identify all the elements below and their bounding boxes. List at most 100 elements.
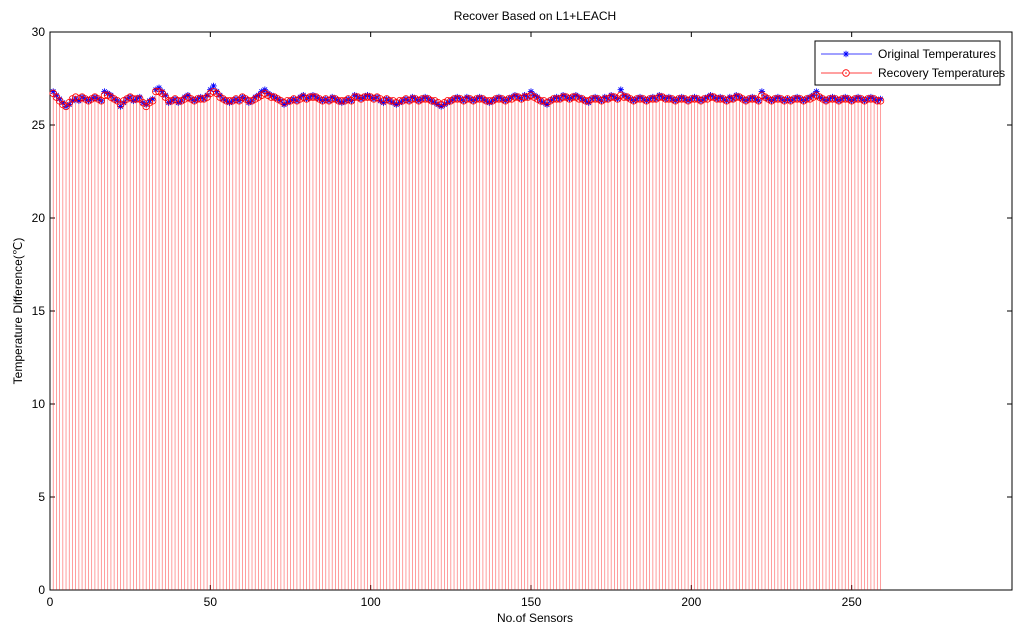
plot-area: 0 5 10 15 20 25 30 0 50 100 150 200 250 bbox=[32, 25, 1013, 609]
recovery-point-center bbox=[834, 98, 837, 100]
original-point bbox=[120, 99, 127, 106]
recovery-point-center bbox=[799, 98, 802, 100]
recovery-point-center bbox=[312, 96, 314, 98]
original-point bbox=[143, 101, 150, 108]
original-point bbox=[351, 92, 358, 99]
recovery-point-center bbox=[392, 100, 394, 102]
recovery-point-center bbox=[786, 98, 789, 100]
recovery-point-center bbox=[421, 98, 423, 100]
recovery-point-center bbox=[273, 96, 276, 98]
recovery-point-center bbox=[341, 100, 343, 102]
original-point bbox=[758, 88, 766, 95]
recovery-point-center bbox=[177, 100, 180, 102]
recovery-point-center bbox=[241, 96, 244, 98]
recovery-point-center bbox=[395, 101, 398, 104]
recovery-point-center bbox=[523, 96, 526, 98]
original-point bbox=[527, 88, 535, 95]
recovery-point-center bbox=[639, 98, 641, 100]
original-point bbox=[486, 99, 493, 106]
recovery-point-center bbox=[292, 98, 295, 100]
recovery-point-center bbox=[719, 98, 721, 100]
recovery-point-center bbox=[132, 98, 135, 100]
recovery-point-center bbox=[594, 98, 596, 100]
recovery-point-center bbox=[722, 98, 725, 100]
recovery-stems bbox=[52, 91, 881, 590]
recovery-point-center bbox=[328, 100, 330, 102]
original-point bbox=[553, 93, 560, 101]
original-point bbox=[665, 93, 673, 101]
original-point bbox=[245, 99, 253, 106]
original-point bbox=[309, 92, 317, 99]
recovery-point-center bbox=[770, 100, 773, 102]
recovery-point-center bbox=[472, 100, 475, 102]
recovery-point-center bbox=[738, 96, 741, 98]
recovery-point-center bbox=[286, 100, 289, 102]
recovery-point-center bbox=[805, 98, 808, 100]
original-point bbox=[559, 92, 567, 99]
recovery-point-center bbox=[244, 98, 247, 100]
recovery-point-center bbox=[648, 98, 651, 100]
recovery-point-center bbox=[151, 100, 154, 102]
recovery-point-center bbox=[110, 96, 112, 98]
original-point bbox=[165, 99, 172, 106]
recovery-point-center bbox=[629, 98, 632, 100]
recovery-point-center bbox=[434, 100, 436, 102]
recovery-point-center bbox=[623, 96, 625, 98]
recovery-point-center bbox=[668, 98, 670, 100]
recovery-point-center bbox=[802, 100, 805, 102]
recovery-point-center bbox=[696, 98, 699, 100]
recovery-point-center bbox=[142, 101, 144, 104]
original-point bbox=[454, 93, 461, 101]
recovery-point-center bbox=[748, 98, 750, 100]
recovery-point-center bbox=[745, 100, 747, 102]
original-point bbox=[75, 97, 83, 105]
recovery-point-center bbox=[276, 98, 279, 100]
recovery-point-center bbox=[87, 100, 90, 102]
recovery-point-center bbox=[100, 100, 103, 102]
original-point bbox=[136, 93, 143, 101]
recovery-point-center bbox=[299, 98, 301, 100]
recovery-point-center bbox=[353, 96, 356, 98]
recovery-point-center bbox=[725, 100, 728, 102]
original-point bbox=[380, 99, 387, 106]
recovery-point-center bbox=[603, 98, 606, 100]
recovery-point-center bbox=[103, 94, 106, 97]
original-point bbox=[56, 95, 63, 103]
x-tick-label: 250 bbox=[842, 595, 862, 609]
recovery-point-center bbox=[446, 100, 449, 102]
recovery-point-center bbox=[870, 98, 872, 100]
x-axis-label: No.of Sensors bbox=[497, 611, 573, 625]
recovery-point bbox=[148, 97, 157, 105]
original-point bbox=[678, 93, 685, 101]
recovery-point-center bbox=[206, 96, 208, 98]
recovery-point-center bbox=[510, 98, 513, 100]
original-point bbox=[197, 93, 204, 101]
recovery-point-center bbox=[248, 100, 250, 102]
recovery-point-center bbox=[879, 100, 882, 102]
recovery-point-center bbox=[222, 98, 224, 100]
recovery-point-center bbox=[228, 100, 231, 102]
recovery-point-center bbox=[158, 90, 160, 93]
recovery-point-center bbox=[578, 98, 580, 100]
recovery-point-center bbox=[584, 100, 587, 102]
original-point bbox=[210, 82, 217, 90]
recovery-point-center bbox=[815, 94, 818, 97]
recovery-point-center bbox=[504, 100, 507, 102]
recovery-point-center bbox=[126, 98, 128, 100]
recovery-point-center bbox=[450, 100, 452, 102]
recovery-point-center bbox=[498, 98, 500, 100]
original-point bbox=[149, 95, 156, 103]
recovery-point-center bbox=[809, 98, 811, 100]
recovery-point-center bbox=[661, 96, 664, 98]
recovery-point-center bbox=[193, 100, 196, 102]
legend: Original Temperatures Recovery Temperatur… bbox=[814, 40, 1005, 86]
recovery-point-center bbox=[536, 98, 539, 100]
recovery-point-center bbox=[462, 100, 465, 102]
recovery-point-center bbox=[68, 101, 71, 104]
recovery-point-center bbox=[700, 100, 702, 102]
original-point bbox=[585, 99, 592, 106]
recovery-point-center bbox=[453, 98, 455, 100]
recovery-point-center bbox=[709, 96, 712, 98]
recovery-point-center bbox=[209, 92, 212, 95]
recovery-point-center bbox=[754, 98, 757, 100]
